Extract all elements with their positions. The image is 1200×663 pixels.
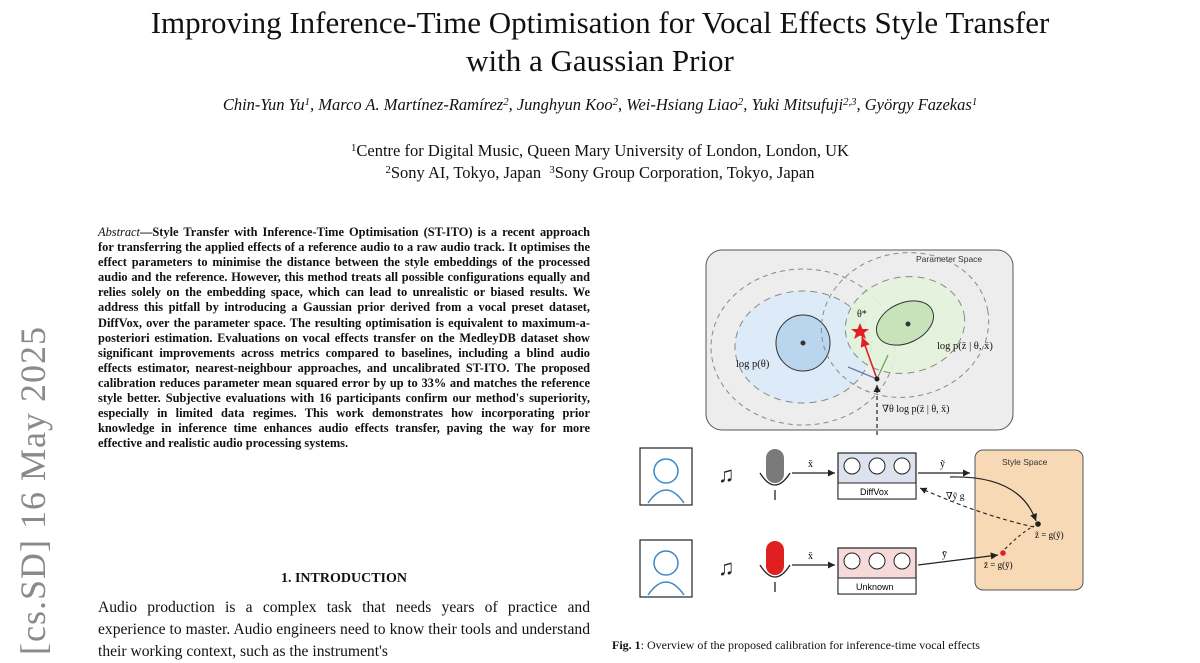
singer-avatar-bottom xyxy=(639,539,693,598)
likelihood-label: log p(z̄ | θ, x̄) xyxy=(937,341,993,352)
likelihood-gradient-arrow xyxy=(876,354,889,380)
mic-stand-icon xyxy=(759,472,791,500)
section-heading: 1. INTRODUCTION xyxy=(280,571,407,586)
author: György Fazekas1 xyxy=(864,95,978,114)
figure-1: Parameter Space log p(θ) log p(z̄ | θ, x… xyxy=(620,245,1120,620)
knob-icon xyxy=(868,457,886,475)
z-tilde-label: z̃ = g(ỹ) xyxy=(1035,530,1064,540)
theta-star-label: θ* xyxy=(857,309,867,320)
gradient-label: ∇θ log p(z̄ | θ, x̄) xyxy=(882,404,949,415)
diffvox-label: DiffVox xyxy=(860,487,889,497)
y-label-bottom: ȳ xyxy=(942,549,947,560)
affiliation-2-3: 2Sony AI, Tokyo, Japan 3Sony Group Corpo… xyxy=(385,163,815,182)
singer-body-icon xyxy=(647,489,685,504)
unknown-label-box xyxy=(837,577,917,595)
current-theta-point xyxy=(874,376,880,382)
author: Wei-Hsiang Liao2 xyxy=(626,95,744,114)
author: Yuki Mitsufuji2,3 xyxy=(751,95,857,114)
paper-title: Improving Inference-Time Optimisation fo… xyxy=(0,4,1200,80)
microphone-grey-icon xyxy=(766,449,784,483)
abstract-text: —Style Transfer with Inference-Time Opti… xyxy=(98,225,590,451)
style-space-label: Style Space xyxy=(1002,457,1048,467)
prior-mean-point xyxy=(800,340,806,346)
output-arrow-bottom xyxy=(917,552,999,566)
author: Junghyun Koo2 xyxy=(516,95,618,114)
z-bar-label: z̄ = g(ȳ) xyxy=(984,560,1013,570)
knob-icon xyxy=(843,552,861,570)
intro-paragraph: Audio production is a complex task that … xyxy=(98,599,590,660)
singer-body-icon xyxy=(647,581,685,596)
feedback-dashed-arrow xyxy=(919,487,1035,528)
theta-star-marker xyxy=(851,323,869,339)
style-curve-arrow xyxy=(949,476,1038,522)
z-bar-point xyxy=(1000,550,1006,556)
figure-diagram: Parameter Space log p(θ) log p(z̄ | θ, x… xyxy=(639,249,1084,598)
knob-icon xyxy=(843,457,861,475)
likelihood-outer-contour xyxy=(820,252,990,398)
title-line-2: with a Gaussian Prior xyxy=(466,43,734,78)
likelihood-mean-point xyxy=(905,321,911,327)
author-list: Chin-Yun Yu1, Marco A. Martínez-Ramírez2… xyxy=(222,95,978,114)
x-label-bottom: x̄ xyxy=(808,551,813,562)
unknown-label: Unknown xyxy=(856,582,894,592)
abstract-lead: Abstract xyxy=(98,225,140,239)
prior-label: log p(θ) xyxy=(736,359,770,370)
figure-caption: Fig. 1: Overview of the proposed calibra… xyxy=(612,638,1132,653)
parameter-space-label: Parameter Space xyxy=(916,254,982,264)
author: Marco A. Martínez-Ramírez2 xyxy=(318,95,509,114)
mic-stand-icon xyxy=(759,564,791,592)
prior-gradient-arrow xyxy=(847,366,878,380)
music-notes-icon: ♫ xyxy=(718,462,735,487)
knob-icon xyxy=(893,552,911,570)
likelihood-inner-contour xyxy=(876,300,934,346)
music-notes-icon: ♫ xyxy=(718,555,735,580)
knob-icon xyxy=(868,552,886,570)
microphone-red-icon xyxy=(766,541,784,575)
gradient-red-arrow xyxy=(860,336,878,380)
affiliation-1: 1Centre for Digital Music, Queen Mary Un… xyxy=(351,141,849,160)
paper-page: Improving Inference-Time Optimisation fo… xyxy=(0,4,1200,660)
y-label-top: ỹ xyxy=(940,459,945,470)
singer-avatar-top xyxy=(639,447,693,506)
z-tilde-point xyxy=(1035,521,1041,527)
diffvox-label-box xyxy=(837,482,917,500)
knob-icon xyxy=(893,457,911,475)
grad-y-label: ∇ỹ g xyxy=(946,492,965,502)
caption-label: Fig. 1 xyxy=(612,638,641,652)
author: Chin-Yun Yu1 xyxy=(222,95,310,114)
singer-head-icon xyxy=(653,458,679,484)
x-label-top: x̄ xyxy=(808,459,813,470)
arxiv-stamp: [cs.SD] 16 May 2025 xyxy=(13,326,53,655)
singer-head-icon xyxy=(653,550,679,576)
caption-text: : Overview of the proposed calibration f… xyxy=(640,638,980,652)
affiliations: 1Centre for Digital Music, Queen Mary Un… xyxy=(0,140,1200,184)
abstract: Abstract—Style Transfer with Inference-T… xyxy=(98,225,590,451)
title-line-1: Improving Inference-Time Optimisation fo… xyxy=(150,5,1050,40)
